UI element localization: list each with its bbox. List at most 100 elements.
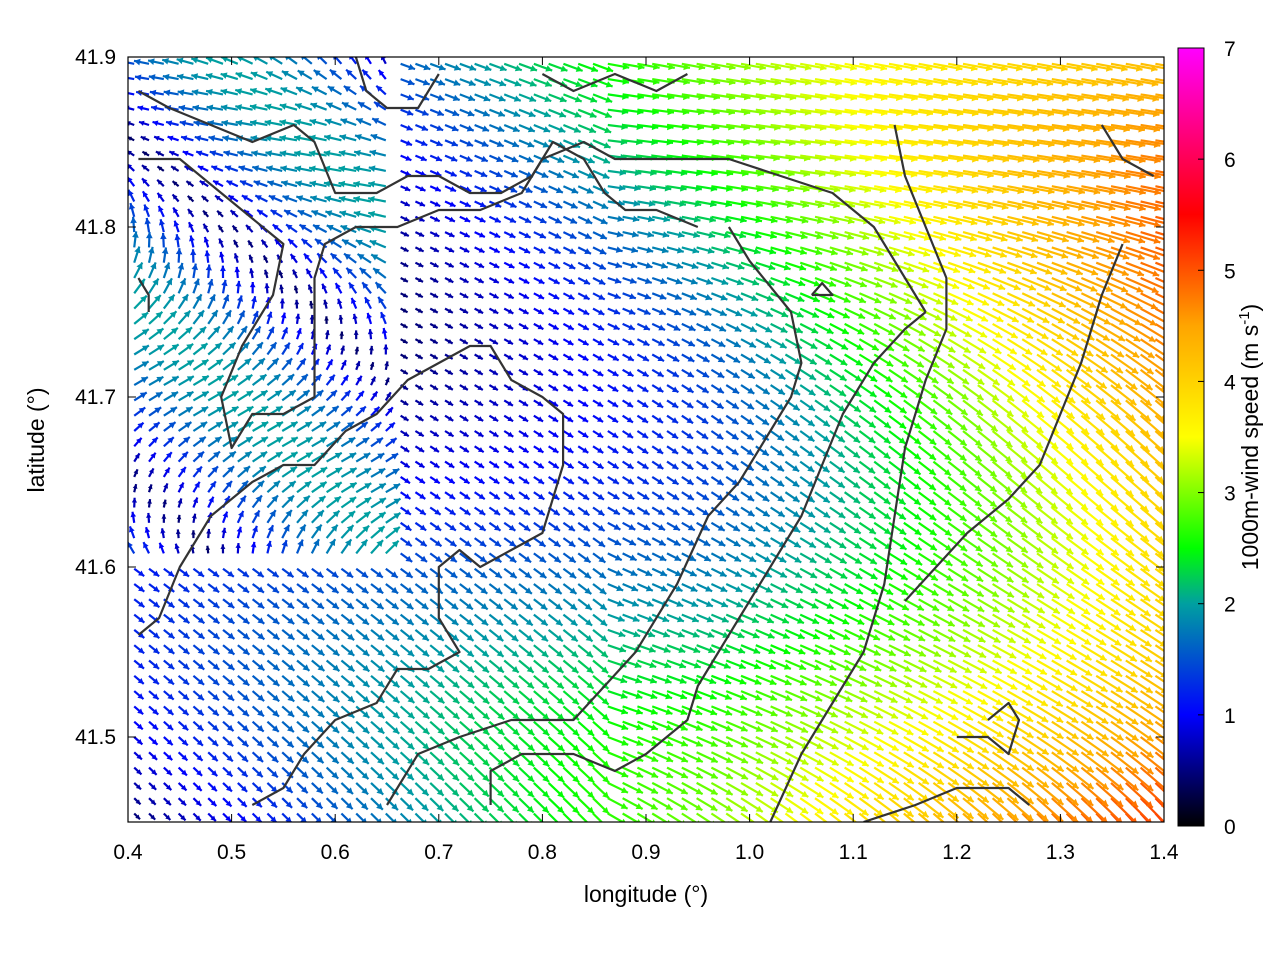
wind-vector-shaft bbox=[917, 812, 931, 822]
wind-vector-head bbox=[824, 374, 832, 381]
wind-vector-head bbox=[182, 632, 190, 639]
wind-vector-head bbox=[725, 725, 733, 732]
wind-vector-head bbox=[437, 743, 445, 750]
wind-vector-head bbox=[1066, 442, 1074, 450]
wind-vector-head bbox=[511, 634, 519, 642]
wind-vector-head bbox=[652, 819, 656, 822]
wind-vector-head bbox=[296, 328, 302, 335]
wind-vector-shaft bbox=[829, 812, 843, 822]
wind-vector-head bbox=[891, 826, 898, 832]
wind-vector-head bbox=[1114, 398, 1121, 405]
wind-vector-head bbox=[855, 359, 863, 366]
wind-vector-head bbox=[794, 556, 802, 563]
wind-vector-head bbox=[406, 634, 414, 641]
wind-vector-head bbox=[434, 540, 442, 547]
wind-vector-head bbox=[1039, 668, 1047, 675]
wind-vector-head bbox=[201, 359, 209, 366]
wind-vector-head bbox=[792, 465, 800, 472]
wind-vector-head bbox=[393, 498, 401, 505]
wind-vector-head bbox=[480, 603, 488, 610]
wind-vector-head bbox=[732, 371, 740, 378]
wind-vector-head bbox=[687, 355, 695, 362]
wind-vector-head bbox=[447, 385, 453, 390]
wind-vector-head bbox=[720, 585, 728, 592]
wind-vector-head bbox=[597, 509, 605, 516]
wind-vector-head bbox=[418, 477, 425, 484]
wind-vector-head bbox=[205, 264, 212, 271]
wind-vector-shaft bbox=[503, 812, 515, 822]
wind-vector-head bbox=[477, 400, 483, 406]
wind-vector-head bbox=[255, 801, 262, 808]
wind-vector-head bbox=[523, 540, 531, 547]
wind-vector-head bbox=[403, 446, 410, 452]
wind-vector-head bbox=[809, 571, 817, 578]
wind-vector-head bbox=[467, 712, 475, 720]
wind-vector-head bbox=[1070, 349, 1078, 356]
wind-vector-head bbox=[467, 681, 475, 688]
wind-vector-head bbox=[1101, 799, 1109, 807]
wind-vector-head bbox=[1073, 301, 1081, 308]
wind-vector-head bbox=[201, 391, 209, 398]
wind-vector-shaft bbox=[843, 812, 858, 822]
wind-vector-head bbox=[378, 512, 386, 519]
wind-vector-head bbox=[377, 633, 385, 641]
wind-vector-head bbox=[406, 586, 413, 594]
wind-vector-head bbox=[1035, 486, 1043, 494]
wind-vector-head bbox=[495, 587, 503, 594]
wind-vector-head bbox=[601, 666, 609, 673]
wind-vector-head bbox=[493, 278, 499, 283]
wind-vector-shaft bbox=[740, 812, 756, 822]
wind-vector-head bbox=[332, 741, 339, 749]
wind-vector-head bbox=[931, 376, 939, 384]
wind-vector-head bbox=[936, 794, 944, 802]
wind-vector-head bbox=[497, 728, 505, 735]
wind-vector-head bbox=[935, 713, 943, 720]
wind-vector-head bbox=[776, 449, 784, 456]
wind-vector-head bbox=[694, 693, 702, 700]
wind-vector-head bbox=[214, 342, 222, 350]
wind-vector-head bbox=[1098, 397, 1106, 405]
wind-vector-head bbox=[307, 284, 313, 290]
wind-vector-head bbox=[539, 587, 547, 594]
wind-vector-head bbox=[636, 723, 643, 731]
wind-vector-head bbox=[302, 679, 310, 687]
wind-vector-shaft bbox=[1140, 307, 1164, 323]
wind-vector-head bbox=[1083, 608, 1090, 615]
wind-vector-head bbox=[280, 312, 287, 319]
wind-vector-head bbox=[585, 650, 593, 658]
wind-vector-head bbox=[644, 554, 652, 561]
wind-vector-head bbox=[1157, 445, 1164, 453]
wind-vector-head bbox=[899, 406, 907, 414]
wind-vector-head bbox=[643, 308, 651, 315]
wind-vector-head bbox=[929, 422, 937, 430]
wind-vector-head bbox=[195, 294, 202, 302]
wind-vector-head bbox=[853, 420, 861, 428]
wind-vector-head bbox=[180, 815, 186, 821]
wind-vector-head bbox=[837, 466, 845, 473]
wind-vector-head bbox=[678, 662, 686, 669]
wind-vector-head bbox=[1051, 442, 1059, 449]
wind-vector-head bbox=[1071, 749, 1079, 756]
wind-vector-head bbox=[899, 543, 907, 550]
wind-vector-head bbox=[1160, 671, 1164, 678]
wind-vector-head bbox=[552, 416, 559, 422]
wind-vector-head bbox=[212, 709, 219, 716]
wind-vector-head bbox=[906, 793, 914, 801]
wind-vector-head bbox=[844, 280, 852, 288]
wind-vector-head bbox=[583, 540, 591, 547]
wind-vector-head bbox=[959, 514, 967, 521]
wind-vector-head bbox=[494, 571, 502, 578]
wind-vector-shaft bbox=[1051, 812, 1062, 822]
wind-vector-head bbox=[330, 390, 337, 397]
wind-vector-head bbox=[1114, 654, 1122, 661]
wind-vector-head bbox=[755, 725, 763, 732]
wind-vector-head bbox=[226, 755, 233, 762]
wind-vector-head bbox=[811, 602, 819, 609]
wind-vector-head bbox=[138, 570, 145, 577]
wind-vector-head bbox=[150, 784, 157, 790]
wind-vector-head bbox=[627, 370, 634, 377]
wind-vector-head bbox=[140, 377, 148, 384]
wind-vector-head bbox=[482, 728, 490, 735]
wind-vector-head bbox=[568, 293, 575, 300]
wind-vector-head bbox=[816, 742, 824, 749]
